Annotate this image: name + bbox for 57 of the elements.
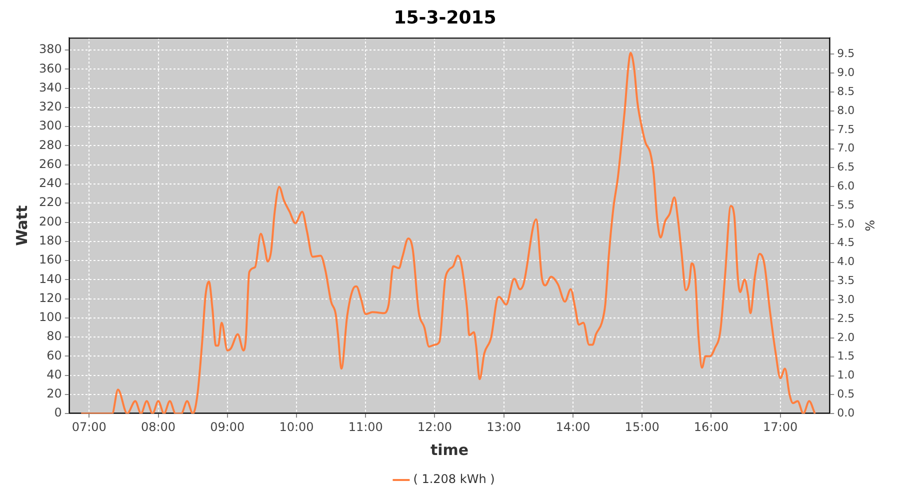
y2-tick-label: 3.0 bbox=[837, 292, 855, 306]
x-tick-label: 09:00 bbox=[210, 420, 245, 434]
y2-axis-title: % bbox=[862, 220, 877, 232]
y2-tick-label: 2.0 bbox=[837, 330, 855, 344]
y2-tick-label: 5.5 bbox=[837, 198, 855, 212]
y-tick-label: 340 bbox=[39, 80, 62, 94]
line-series bbox=[80, 52, 816, 414]
y2-tick-label: 8.0 bbox=[837, 104, 855, 117]
y2-tick-label: 2.5 bbox=[837, 312, 855, 325]
y-tick-label: 120 bbox=[39, 290, 62, 305]
y-tick-label: 0 bbox=[54, 406, 62, 420]
y2-tick-label: 9.0 bbox=[837, 66, 855, 80]
y2-tick-label: 0.5 bbox=[837, 388, 855, 401]
y2-tick-label: 7.5 bbox=[837, 122, 855, 136]
y2-tick-label: 4.0 bbox=[837, 255, 855, 268]
y-axis-title: Watt bbox=[12, 205, 31, 246]
y-tick-label: 320 bbox=[39, 100, 62, 114]
x-tick-label: 11:00 bbox=[348, 420, 383, 434]
x-tick-label: 08:00 bbox=[140, 420, 176, 434]
legend-label: ( 1.208 kWh ) bbox=[413, 472, 495, 486]
y2-tick-label: 1.0 bbox=[837, 368, 855, 382]
y2-tick-label: 0.0 bbox=[837, 406, 855, 420]
chart-title: 15-3-2015 bbox=[394, 7, 496, 28]
y-tick-label: 240 bbox=[39, 176, 62, 190]
y2-tick-label: 6.5 bbox=[837, 160, 855, 174]
y-tick-label: 360 bbox=[39, 61, 62, 76]
x-tick-label: 12:00 bbox=[417, 420, 452, 434]
x-tick-label: 13:00 bbox=[486, 420, 522, 434]
y-tick-label: 220 bbox=[39, 195, 62, 210]
y2-tick-label: 3.5 bbox=[837, 274, 855, 288]
y-tick-label: 100 bbox=[39, 310, 62, 324]
y-tick-label: 140 bbox=[39, 272, 62, 286]
y2-tick-label: 6.0 bbox=[837, 180, 855, 192]
y-tick-label: 40 bbox=[46, 367, 62, 382]
y-tick-label: 280 bbox=[39, 138, 62, 152]
y2-tick-label: 9.5 bbox=[837, 47, 855, 60]
y2-tick-label: 7.0 bbox=[837, 142, 855, 155]
y-tick-label: 180 bbox=[39, 234, 62, 248]
y-tick-label: 160 bbox=[39, 252, 62, 267]
y-tick-label: 380 bbox=[39, 42, 62, 56]
x-tick-label: 16:00 bbox=[694, 420, 729, 434]
x-tick-label: 14:00 bbox=[556, 420, 590, 434]
y-tick-label: 300 bbox=[39, 118, 62, 133]
y2-tick-label: 4.5 bbox=[837, 236, 855, 250]
y-tick-label: 260 bbox=[39, 156, 62, 171]
y-tick-label: 60 bbox=[46, 348, 62, 362]
y2-tick-label: 8.5 bbox=[837, 84, 855, 98]
y-tick-label: 200 bbox=[39, 214, 62, 228]
y2-tick-label: 1.5 bbox=[837, 350, 855, 363]
x-axis-title: time bbox=[430, 440, 469, 459]
y-tick-label: 20 bbox=[46, 386, 62, 401]
x-tick-label: 15:00 bbox=[624, 420, 660, 434]
y2-tick-label: 5.0 bbox=[837, 217, 855, 230]
x-tick-label: 07:00 bbox=[72, 420, 106, 434]
x-tick-label: 10:00 bbox=[279, 420, 314, 434]
y-tick-label: 80 bbox=[46, 329, 62, 344]
x-tick-label: 17:00 bbox=[763, 420, 798, 434]
